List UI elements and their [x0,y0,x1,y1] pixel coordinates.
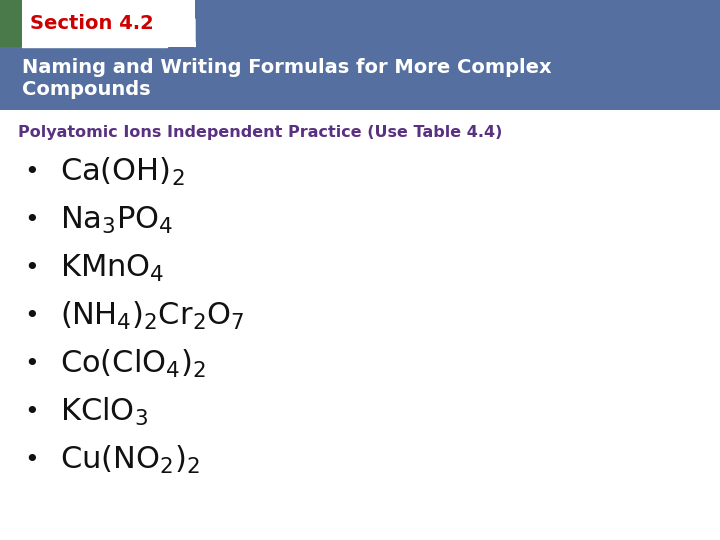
Bar [195,0,720,47]
Text: •: • [24,208,40,232]
Text: Na$_3$PO$_4$: Na$_3$PO$_4$ [60,205,174,235]
Text: (NH$_4$)$_2$Cr$_2$O$_7$: (NH$_4$)$_2$Cr$_2$O$_7$ [60,300,245,332]
Text: Co(ClO$_4$)$_2$: Co(ClO$_4$)$_2$ [60,348,206,380]
Text: •: • [24,448,40,472]
Polygon shape [167,19,195,47]
Text: Naming and Writing Formulas for More Complex: Naming and Writing Formulas for More Com… [22,58,552,77]
Bar [0,0,22,47]
Bar [0,45,720,110]
Text: •: • [24,256,40,280]
Text: Polyatomic Ions Independent Practice (Use Table 4.4): Polyatomic Ions Independent Practice (Us… [18,125,503,139]
Text: Compounds: Compounds [22,80,150,99]
Text: KClO$_3$: KClO$_3$ [60,396,148,428]
Text: Cu(NO$_2$)$_2$: Cu(NO$_2$)$_2$ [60,444,199,476]
Text: KMnO$_4$: KMnO$_4$ [60,252,164,284]
Polygon shape [167,0,195,47]
Text: •: • [24,160,40,184]
Text: Ca(OH)$_2$: Ca(OH)$_2$ [60,156,184,188]
Text: Section 4.2: Section 4.2 [30,14,154,33]
Text: •: • [24,400,40,424]
Bar [22,0,195,47]
Polygon shape [22,0,167,47]
Text: •: • [24,304,40,328]
Text: •: • [24,352,40,376]
